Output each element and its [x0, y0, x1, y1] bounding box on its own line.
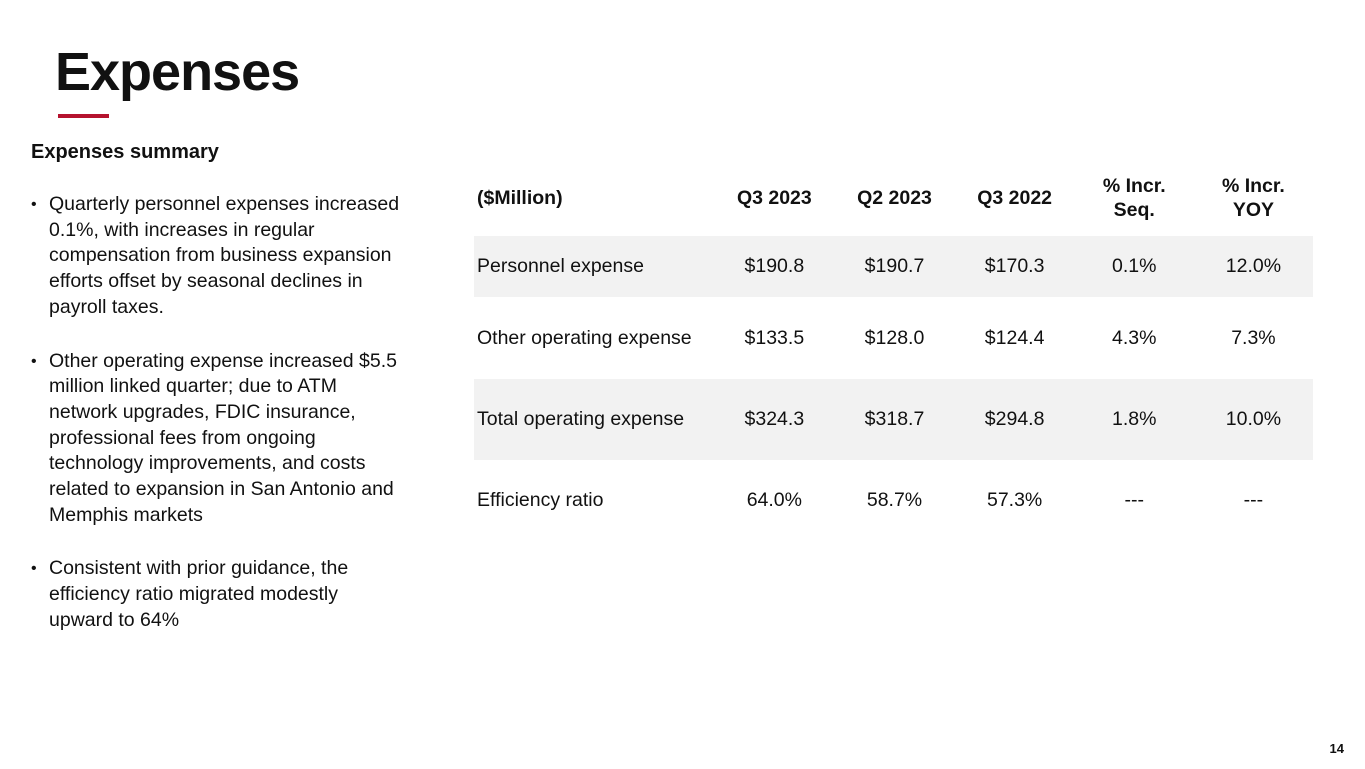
header-incr-yoy-text: % Incr. YOY: [1221, 175, 1285, 221]
cell-q2-2023: $190.7: [864, 255, 925, 277]
header-incr-seq: % Incr. Seq.: [1075, 160, 1194, 236]
cell-q3-2022: $294.8: [984, 408, 1045, 430]
cell-q3-2023: $133.5: [744, 326, 805, 349]
cell-incr-yoy: ---: [1243, 489, 1264, 511]
row-label: Total operating expense: [477, 408, 685, 430]
cell-q3-2022: 57.3%: [986, 489, 1043, 511]
cell-incr-yoy: 10.0%: [1225, 408, 1282, 430]
cell-incr-yoy: 7.3%: [1231, 326, 1276, 349]
summary-bullet-other-operating: • Other operating expense increased $5.5…: [31, 349, 401, 529]
header-units: ($Million): [477, 187, 563, 209]
cell-incr-seq: ---: [1124, 489, 1144, 511]
summary-heading: Expenses summary: [31, 141, 219, 163]
cell-q3-2023: $324.3: [744, 408, 805, 430]
cell-q2-2023: $318.7: [864, 408, 925, 430]
row-label: Other operating expense: [477, 326, 692, 349]
table-row-other-operating-expense: Other operating expense $133.5 $128.0 $1…: [474, 297, 1313, 379]
cell-incr-seq: 4.3%: [1112, 326, 1157, 349]
table-row-total-operating-expense: Total operating expense $324.3 $318.7 $2…: [474, 379, 1313, 460]
summary-bullet-list: • Quarterly personnel expenses increased…: [31, 192, 401, 634]
bullet-text: Quarterly personnel expenses increased 0…: [49, 193, 400, 318]
row-label: Efficiency ratio: [477, 489, 604, 511]
expenses-table: ($Million) Q3 2023 Q2 2023 Q3 2022 % Inc…: [474, 160, 1313, 541]
cell-q2-2023: 58.7%: [866, 489, 923, 511]
cell-incr-yoy: 12.0%: [1225, 255, 1282, 277]
table-row-personnel-expense: Personnel expense $190.8 $190.7 $170.3 0…: [474, 236, 1313, 297]
cell-incr-seq: 1.8%: [1112, 408, 1157, 430]
bullet-icon: •: [31, 560, 37, 578]
bullet-text: Consistent with prior guidance, the effi…: [49, 557, 349, 631]
summary-bullet-efficiency: • Consistent with prior guidance, the ef…: [31, 556, 401, 633]
title-underline: [58, 114, 109, 118]
expenses-summary: Expenses summary • Quarterly personnel e…: [31, 139, 401, 662]
bullet-icon: •: [31, 352, 37, 370]
cell-q3-2023: 64.0%: [746, 489, 802, 511]
page-number: 14: [1329, 741, 1344, 756]
cell-q3-2022: $124.4: [984, 326, 1045, 349]
header-incr-seq-text: % Incr. Seq.: [1102, 175, 1166, 221]
cell-q2-2023: $128.0: [864, 326, 925, 349]
bullet-text: Other operating expense increased $5.5 m…: [49, 349, 397, 526]
header-q3-2022: Q3 2022: [977, 187, 1053, 209]
summary-bullet-personnel: • Quarterly personnel expenses increased…: [31, 192, 401, 321]
cell-q3-2023: $190.8: [744, 255, 805, 277]
header-q2-2023: Q2 2023: [857, 187, 932, 209]
header-incr-yoy: % Incr. YOY: [1194, 160, 1313, 236]
cell-incr-seq: 0.1%: [1112, 255, 1157, 277]
table-row-efficiency-ratio: Efficiency ratio 64.0% 58.7% 57.3% --- -…: [474, 460, 1313, 541]
bullet-icon: •: [31, 196, 37, 213]
table-header-row: ($Million) Q3 2023 Q2 2023 Q3 2022 % Inc…: [474, 160, 1313, 236]
row-label: Personnel expense: [477, 255, 644, 277]
header-q3-2023: Q3 2023: [736, 187, 812, 209]
cell-q3-2022: $170.3: [984, 255, 1045, 277]
page-title: Expenses: [55, 42, 300, 102]
